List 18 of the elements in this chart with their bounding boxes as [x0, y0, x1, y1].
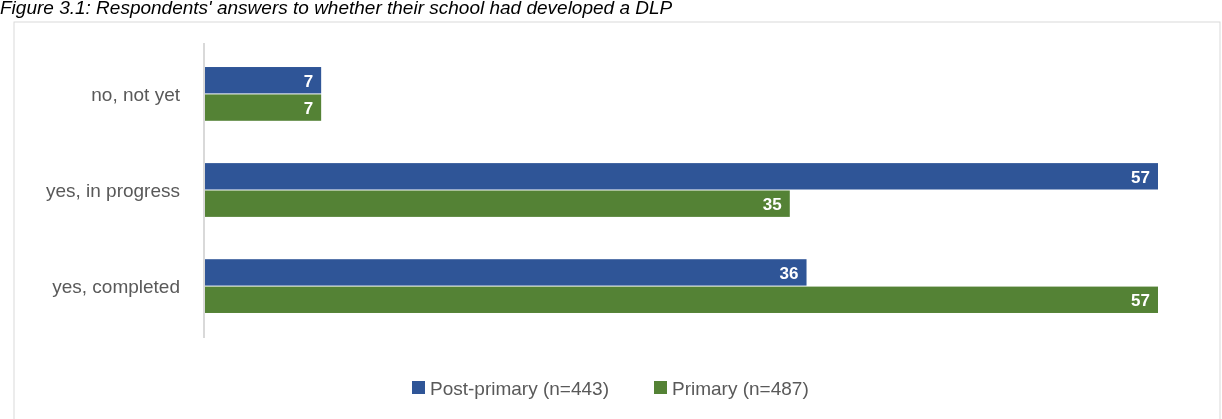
data-label: 57: [1131, 167, 1150, 187]
y-tick-label: yes, completed: [52, 276, 180, 298]
chart-title: Figure 3.1: Respondents' answers to whether their school had developed a DLP: [0, 0, 673, 18]
data-label: 57: [1131, 291, 1150, 311]
legend-label: Primary (n=487): [672, 377, 809, 399]
legend-label: Post-primary (n=443): [430, 377, 609, 399]
y-tick-label: yes, in progress: [45, 180, 180, 202]
data-label: 35: [762, 195, 782, 215]
bar: [204, 94, 322, 121]
y-tick-label: no, not yet: [91, 84, 181, 106]
bar: [204, 163, 1158, 190]
bar: [204, 67, 322, 94]
bar: [204, 286, 1158, 313]
bar: [204, 259, 807, 286]
data-label: 36: [779, 263, 799, 283]
data-label: 7: [303, 71, 314, 91]
bar: [204, 190, 790, 217]
data-label: 7: [303, 99, 314, 119]
